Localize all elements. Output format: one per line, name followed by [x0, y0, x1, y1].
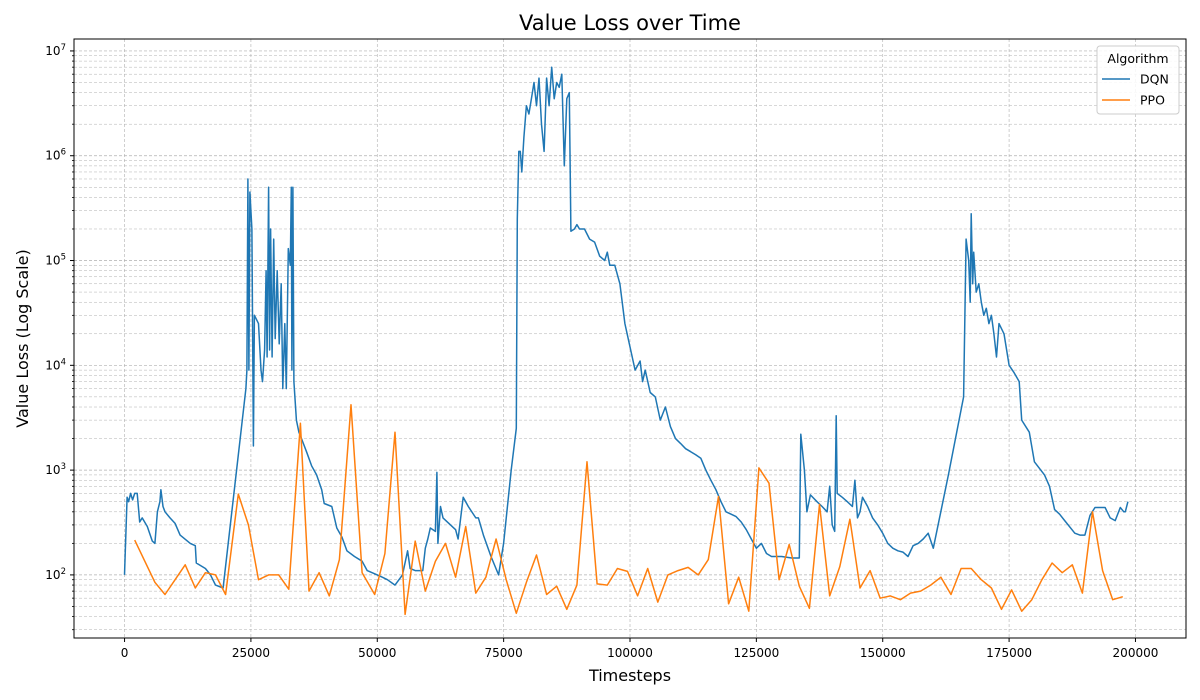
x-tick-label: 75000	[485, 646, 523, 660]
x-axis-ticks: 0 25000 50000 75000 100000 125000 150000 175000…	[121, 638, 1159, 660]
y-tick-label: 103	[45, 462, 66, 477]
chart-title: Value Loss over Time	[519, 11, 741, 35]
legend: Algorithm DQN PPO	[1096, 45, 1180, 115]
legend-title: Algorithm	[1107, 51, 1168, 66]
x-tick-label: 50000	[358, 646, 396, 660]
legend-entries: DQN PPO	[1102, 72, 1169, 108]
series-line-ppo	[134, 404, 1124, 616]
x-tick-label: 200000	[1113, 646, 1159, 660]
x-tick-label: 150000	[860, 646, 906, 660]
y-tick-label: 102	[45, 567, 66, 582]
y-tick-label: 107	[45, 43, 66, 58]
y-tick-label: 105	[45, 253, 66, 268]
y-axis-label: Value Loss (Log Scale)	[13, 249, 32, 427]
x-tick-label: 100000	[607, 646, 653, 660]
legend-label-ppo: PPO	[1140, 93, 1165, 108]
y-axis-ticks: 102 103 104 105 106 107	[45, 43, 74, 631]
x-tick-label: 125000	[733, 646, 779, 660]
series-lines	[123, 66, 1129, 616]
series-line-dqn	[123, 66, 1129, 589]
y-tick-label: 104	[45, 357, 66, 372]
grid-lines	[74, 39, 1186, 638]
legend-label-dqn: DQN	[1140, 72, 1169, 87]
legend-box	[1096, 45, 1180, 115]
x-tick-label: 0	[121, 646, 129, 660]
x-tick-label: 175000	[986, 646, 1032, 660]
x-axis-label: Timesteps	[588, 666, 671, 685]
x-tick-label: 25000	[232, 646, 270, 660]
y-tick-label: 106	[45, 148, 66, 163]
